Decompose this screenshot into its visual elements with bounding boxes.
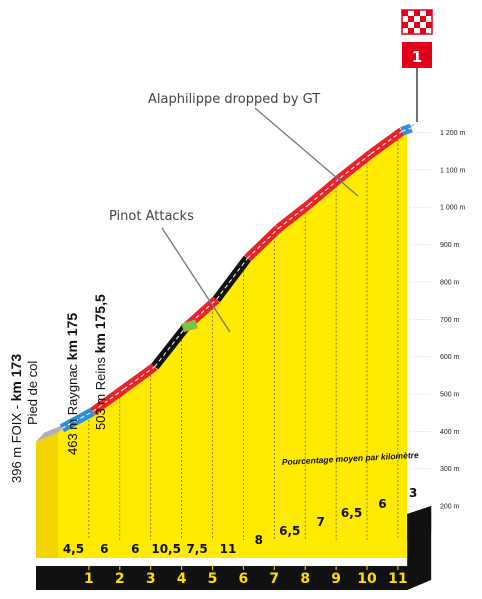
gradient-label-10: 6 (378, 497, 386, 511)
grid-lines (409, 132, 432, 507)
road-centre-5 (216, 258, 248, 300)
flag-check (420, 28, 426, 34)
gradient-label-9: 6,5 (341, 506, 362, 520)
annotation-text-1: Pinot Attacks (109, 209, 194, 224)
km-marker-11: 11 (388, 571, 407, 587)
y-tick-label-0: 200 m (440, 504, 460, 511)
road-segment-7 (275, 200, 312, 233)
finish-number-box (402, 42, 432, 68)
km-band-shape (36, 506, 432, 590)
km-divider-lines (88, 139, 399, 540)
y-tick-label-6: 800 m (440, 279, 460, 286)
gradient-label-11: 3 (409, 486, 417, 500)
y-tick-label-9: 1 100 m (440, 167, 465, 174)
km-marker-2: 2 (115, 571, 125, 587)
annotation-leader-0 (254, 107, 359, 197)
gradient-label-8: 7 (316, 515, 324, 529)
profile-body (36, 123, 416, 558)
km-marker-5: 5 (208, 571, 218, 587)
waypoint-label-1: 463 m Raygnac km 175 (64, 313, 80, 455)
road-segment-9 (337, 150, 374, 182)
y-tick-label-4: 600 m (440, 354, 460, 361)
flag-check (414, 10, 420, 16)
road-segment-8 (306, 174, 344, 208)
gradient-labels: 4,5 6 6 10,5 7,5 11 8 6,5 7 6,5 6 3 (63, 486, 418, 556)
annotation-text-0: Alaphilippe dropped by GT (148, 92, 320, 107)
flag-check (402, 10, 408, 16)
gradient-label-3: 10,5 (151, 542, 181, 556)
y-tick-label-1: 300 m (440, 466, 460, 473)
road-centre-6 (247, 228, 279, 259)
y-tick-label-5: 700 m (440, 317, 460, 324)
waypoint-km-0: km 173 (8, 354, 24, 402)
flag-check (426, 10, 432, 16)
annotation-leader-1 (161, 227, 231, 333)
y-tick-label-2: 400 m (440, 429, 460, 436)
km-marker-7: 7 (269, 571, 279, 587)
road-centre-0 (61, 411, 94, 429)
finish-label: 1 (412, 48, 422, 66)
gradient-label-7: 6,5 (279, 524, 300, 538)
gradient-label-1: 6 (100, 542, 108, 556)
km-band: 1 2 3 4 5 6 7 8 9 10 11 (36, 506, 432, 590)
waypoint-name-2: 503 m Reins (93, 353, 108, 430)
km-marker-10: 10 (357, 571, 377, 587)
waypoint-label-2: 503 m Reins km 175,5 (92, 294, 108, 430)
km-band-upper (407, 506, 432, 540)
flag-check (414, 22, 420, 28)
waypoint-label-0: 396 m FOIX - km 173 (8, 354, 24, 483)
y-axis: 200 m 300 m 400 m 500 m 600 m 700 m 800 m 900 m… (440, 130, 465, 511)
gradient-label-4: 7,5 (186, 542, 207, 556)
road-centre-2 (123, 366, 155, 390)
road-centre-1 (92, 388, 125, 412)
gradient-label-6: 8 (255, 533, 263, 547)
y-tick-label-3: 500 m (440, 391, 460, 398)
road-flat-marker (181, 319, 198, 333)
waypoint-sub-0: Pied de col (25, 361, 40, 425)
flag-check (420, 16, 426, 22)
profile-area (58, 132, 408, 558)
flag-check (402, 22, 408, 28)
flag-check (426, 22, 432, 28)
waypoints: 396 m FOIX - km 173 Pied de col 463 m Rayg… (8, 294, 108, 483)
km-marker-3: 3 (146, 571, 156, 587)
waypoint-name-1: 463 m Raygnac (65, 360, 80, 455)
annotations: Alaphilippe dropped by GT Pinot Attacks (109, 92, 359, 333)
road-centre-10 (370, 130, 403, 155)
km-marker-8: 8 (300, 571, 310, 587)
waypoint-km-1: km 175 (64, 313, 80, 361)
flag-check (408, 28, 414, 34)
waypoint-km-2: km 175,5 (92, 294, 108, 353)
km-marker-4: 4 (177, 571, 187, 587)
profile-side-face (36, 432, 58, 558)
gradient-label-0: 4,5 (63, 542, 84, 556)
gradient-label-2: 6 (131, 542, 139, 556)
y-tick-label-8: 1 000 m (440, 205, 465, 212)
km-marker-1: 1 (84, 571, 94, 587)
km-marker-6: 6 (239, 571, 249, 587)
y-tick-label-7: 900 m (440, 242, 460, 249)
profile-start-ledge (36, 423, 66, 442)
road-centre-3 (154, 327, 186, 367)
finish-flag: 1 (401, 9, 433, 122)
gradient-label-5: 11 (220, 542, 237, 556)
road-centre-11 (401, 127, 412, 132)
y-tick-label-10: 1 200 m (440, 130, 465, 137)
waypoint-name-0: 396 m FOIX - (9, 401, 24, 483)
km-marker-9: 9 (331, 571, 341, 587)
flag-check (408, 16, 414, 22)
